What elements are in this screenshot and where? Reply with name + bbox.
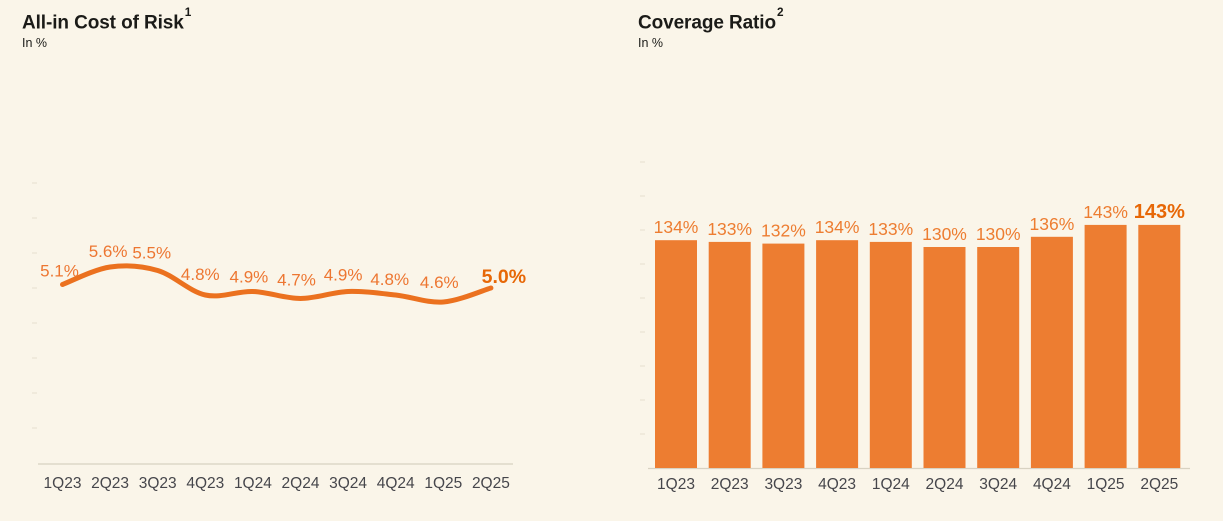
x-axis-label: 1Q25 [424,475,462,492]
bar-label: 134% [654,217,699,237]
x-axis-label: 1Q24 [872,476,910,493]
bar-label: 136% [1030,214,1075,234]
bar-label: 130% [976,224,1021,244]
coverage-ratio-bar [816,240,859,468]
coverage-ratio-unit-label: In % [638,36,664,50]
cost-of-risk-unit-label: In % [22,36,48,50]
cost-of-risk-title: All-in Cost of Risk1 [22,6,191,34]
bar-label: 132% [761,221,806,241]
x-axis-label: 2Q25 [1140,476,1178,493]
data-point-label: 5.6% [89,242,128,261]
coverage-ratio-title: Coverage Ratio2 [638,6,784,34]
data-point-label: 4.9% [230,268,269,287]
coverage-ratio-bar [1138,224,1181,468]
footnote-marker-2: 2 [776,5,784,19]
bar-label: 133% [868,219,913,239]
x-axis-label: 4Q23 [186,475,224,492]
data-point-label-emphasized: 5.0% [482,266,526,288]
coverage-ratio-bar [655,240,697,468]
data-point-label: 4.6% [420,273,459,292]
x-axis-label: 2Q24 [282,475,320,492]
x-axis-label: 3Q23 [139,475,177,492]
x-axis-label: 4Q23 [818,476,856,493]
coverage-ratio-bar [923,247,966,468]
bar-label: 134% [815,217,860,237]
bar-label: 130% [922,224,967,244]
data-point-label: 4.8% [181,265,220,284]
x-axis-label: 4Q24 [1033,476,1071,493]
bar-label: 133% [707,219,752,239]
coverage-ratio-bar [762,243,805,468]
x-axis-label: 1Q23 [44,475,82,492]
x-axis-label: 1Q23 [657,476,695,493]
data-point-label: 4.7% [277,271,316,290]
cost-of-risk-title-text: All-in Cost of Risk [22,12,184,34]
cost-of-risk-line-series [60,263,494,305]
bar-label-emphasized: 143% [1134,201,1185,223]
x-axis-label: 2Q23 [711,476,749,493]
x-axis-label: 1Q24 [234,475,272,492]
coverage-ratio-bar [708,241,751,468]
coverage-ratio-bar [1030,236,1073,468]
x-axis-label: 3Q24 [329,475,367,492]
x-axis-label: 2Q23 [91,475,129,492]
x-axis-label: 4Q24 [377,475,415,492]
x-axis-label: 3Q24 [979,476,1017,493]
coverage-ratio-bar [869,241,912,468]
footnote-marker-1: 1 [184,5,192,19]
data-point-label: 5.1% [40,262,79,281]
data-point-label: 4.9% [324,266,363,285]
x-axis-label: 2Q24 [926,476,964,493]
coverage-ratio-bar [1084,224,1127,468]
data-point-label: 4.8% [370,270,409,289]
coverage-ratio-title-text: Coverage Ratio [638,12,776,34]
x-axis-label: 1Q25 [1087,476,1125,493]
bar-label: 143% [1083,202,1128,222]
data-point-label: 5.5% [132,244,171,263]
coverage-ratio-bar [977,247,1020,468]
x-axis-label: 2Q25 [472,475,510,492]
x-axis-label: 3Q23 [764,476,802,493]
